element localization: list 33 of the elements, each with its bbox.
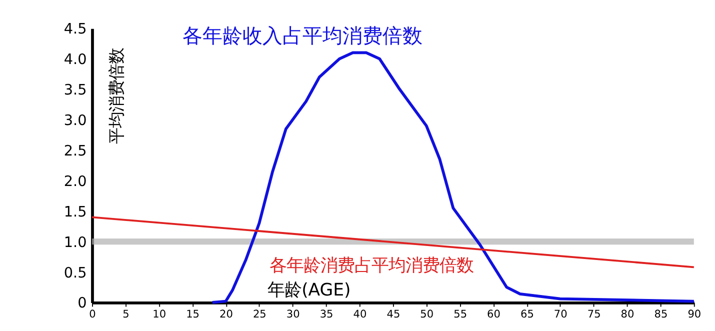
x-tick-label: 10 [152, 308, 166, 320]
x-tick-label: 40 [353, 308, 367, 320]
x-tick-label: 90 [688, 308, 702, 320]
x-tick-label: 55 [454, 308, 468, 320]
x-tick-label: 20 [220, 308, 233, 320]
x-tick-label: 0 [89, 308, 96, 320]
series-label: 各年龄收入占平均消费倍数 [182, 24, 422, 48]
y-tick-label: 2.0 [64, 174, 87, 190]
line-series [210, 51, 696, 304]
x-tick-label: 5 [122, 308, 130, 320]
x-tick-label: 50 [420, 308, 434, 320]
y-tick-label: 2.5 [64, 143, 87, 160]
x-tick-label: 15 [186, 308, 200, 320]
x-tick-label: 80 [620, 308, 634, 320]
y-tick-label: 3.0 [64, 113, 87, 129]
x-tick-label: 75 [587, 308, 601, 320]
y-tick-label: 4.5 [64, 22, 87, 38]
x-tick-label: 35 [320, 308, 334, 320]
y-axis-title: 平均消费倍数 [107, 48, 126, 144]
x-tick-label: 25 [252, 308, 266, 320]
x-tick-label: 45 [386, 308, 400, 320]
x-tick-label: 85 [654, 308, 668, 320]
x-tick-label: 30 [286, 308, 300, 320]
x-tick-label: 70 [554, 308, 568, 320]
x-axis-title: 年龄(AGE) [268, 280, 351, 300]
x-tick-label: 60 [487, 308, 500, 320]
y-tick-label: 0.5 [64, 265, 87, 282]
y-tick-label: 1.5 [64, 204, 87, 220]
x-tick-label: 65 [520, 308, 534, 320]
series-label: 各年龄消费占平均消费倍数 [269, 256, 474, 276]
y-tick-label: 1.0 [64, 234, 87, 251]
y-tick-label: 4.0 [64, 52, 87, 68]
y-tick-label: 3.5 [64, 82, 87, 99]
